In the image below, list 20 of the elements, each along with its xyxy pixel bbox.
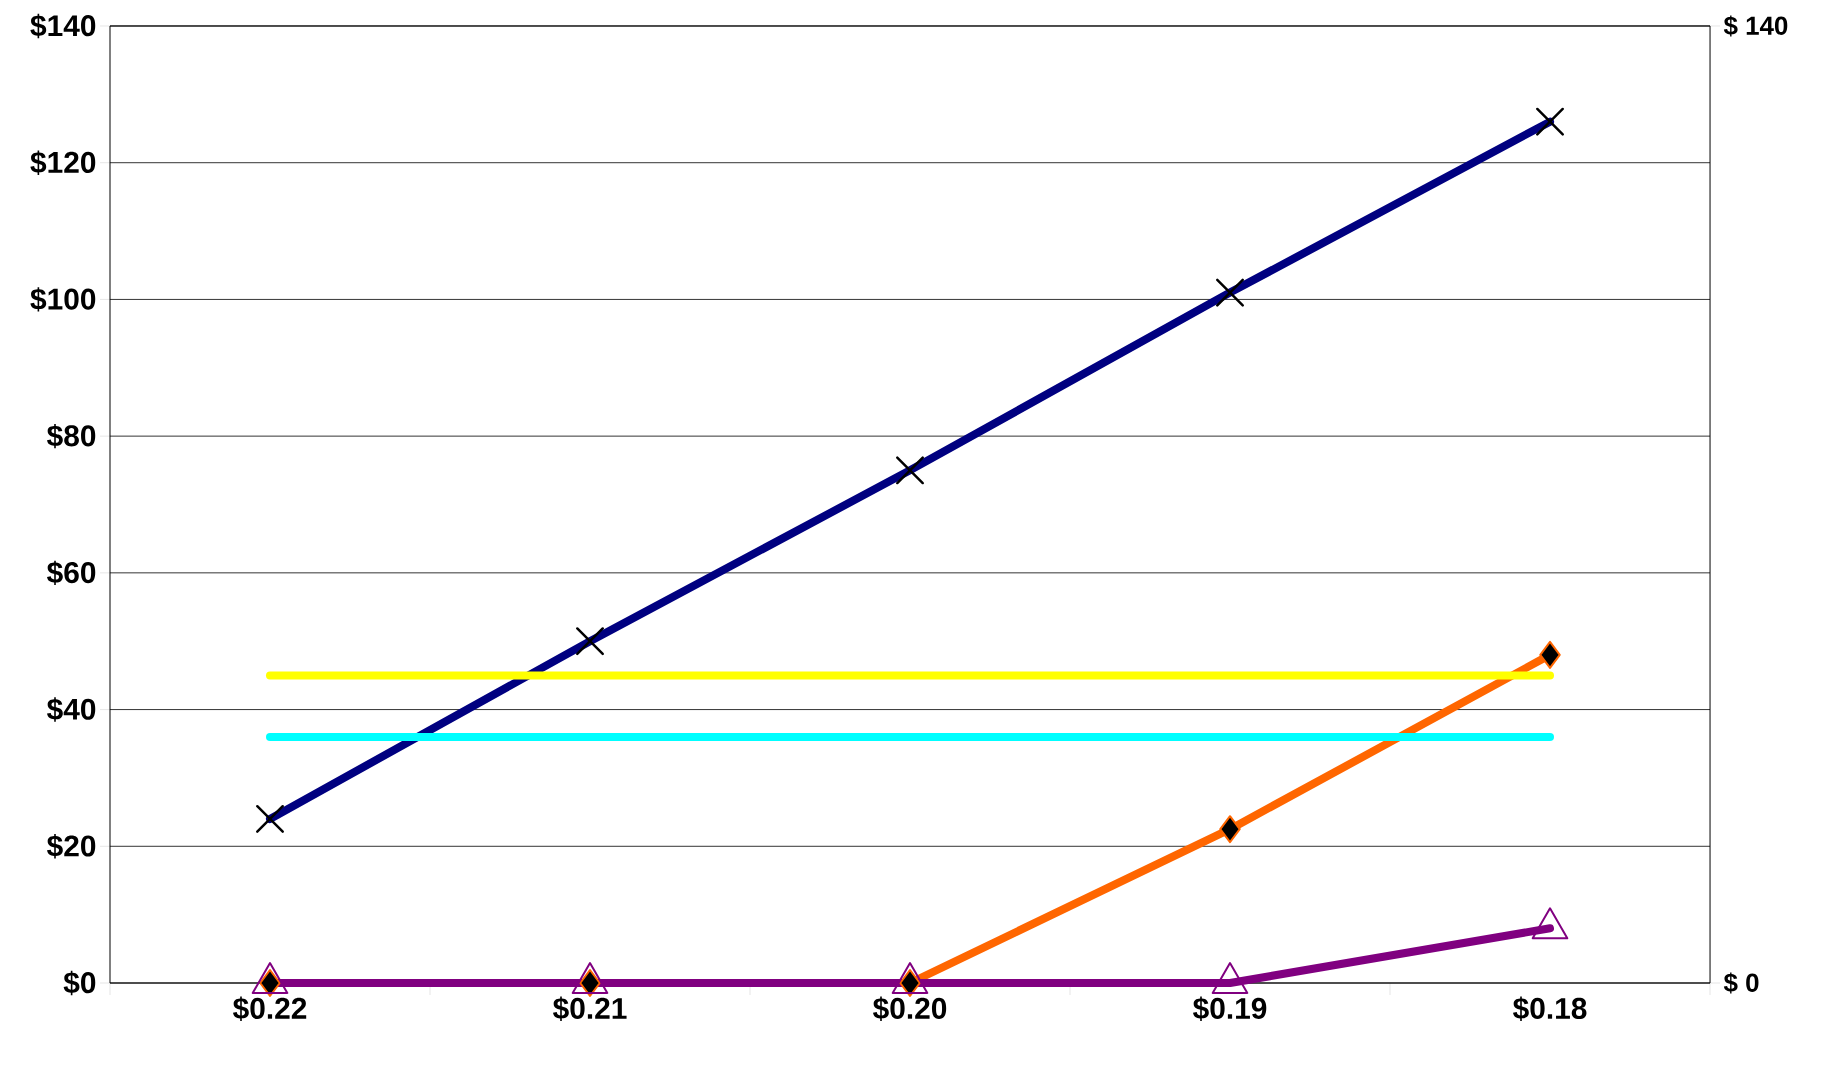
y-tick-label: $120 [30, 150, 96, 175]
point [579, 969, 601, 997]
x-tick-label: $0.20 [873, 996, 947, 1021]
x-tick-label: $0.21 [553, 996, 627, 1021]
point [1539, 640, 1561, 669]
x-tick-label: $0.18 [1513, 996, 1587, 1021]
y-tick-label: $60 [47, 560, 96, 586]
point [1219, 815, 1241, 844]
y-tick-label: $0 [63, 970, 96, 996]
y2-tick-label: $ 0 [1723, 972, 1759, 994]
y-tick-label: $20 [47, 834, 96, 859]
point [259, 969, 281, 997]
y2-tick-label: $ 140 [1723, 15, 1788, 37]
y-tick-label: $140 [30, 13, 96, 39]
x-tick-label: $0.19 [1193, 996, 1267, 1021]
y-tick-label: $40 [47, 697, 96, 722]
x-tick-label: $0.22 [232, 996, 307, 1021]
y-tick-label: $100 [30, 287, 96, 312]
point [899, 969, 921, 997]
y-tick-label: $80 [47, 423, 96, 449]
